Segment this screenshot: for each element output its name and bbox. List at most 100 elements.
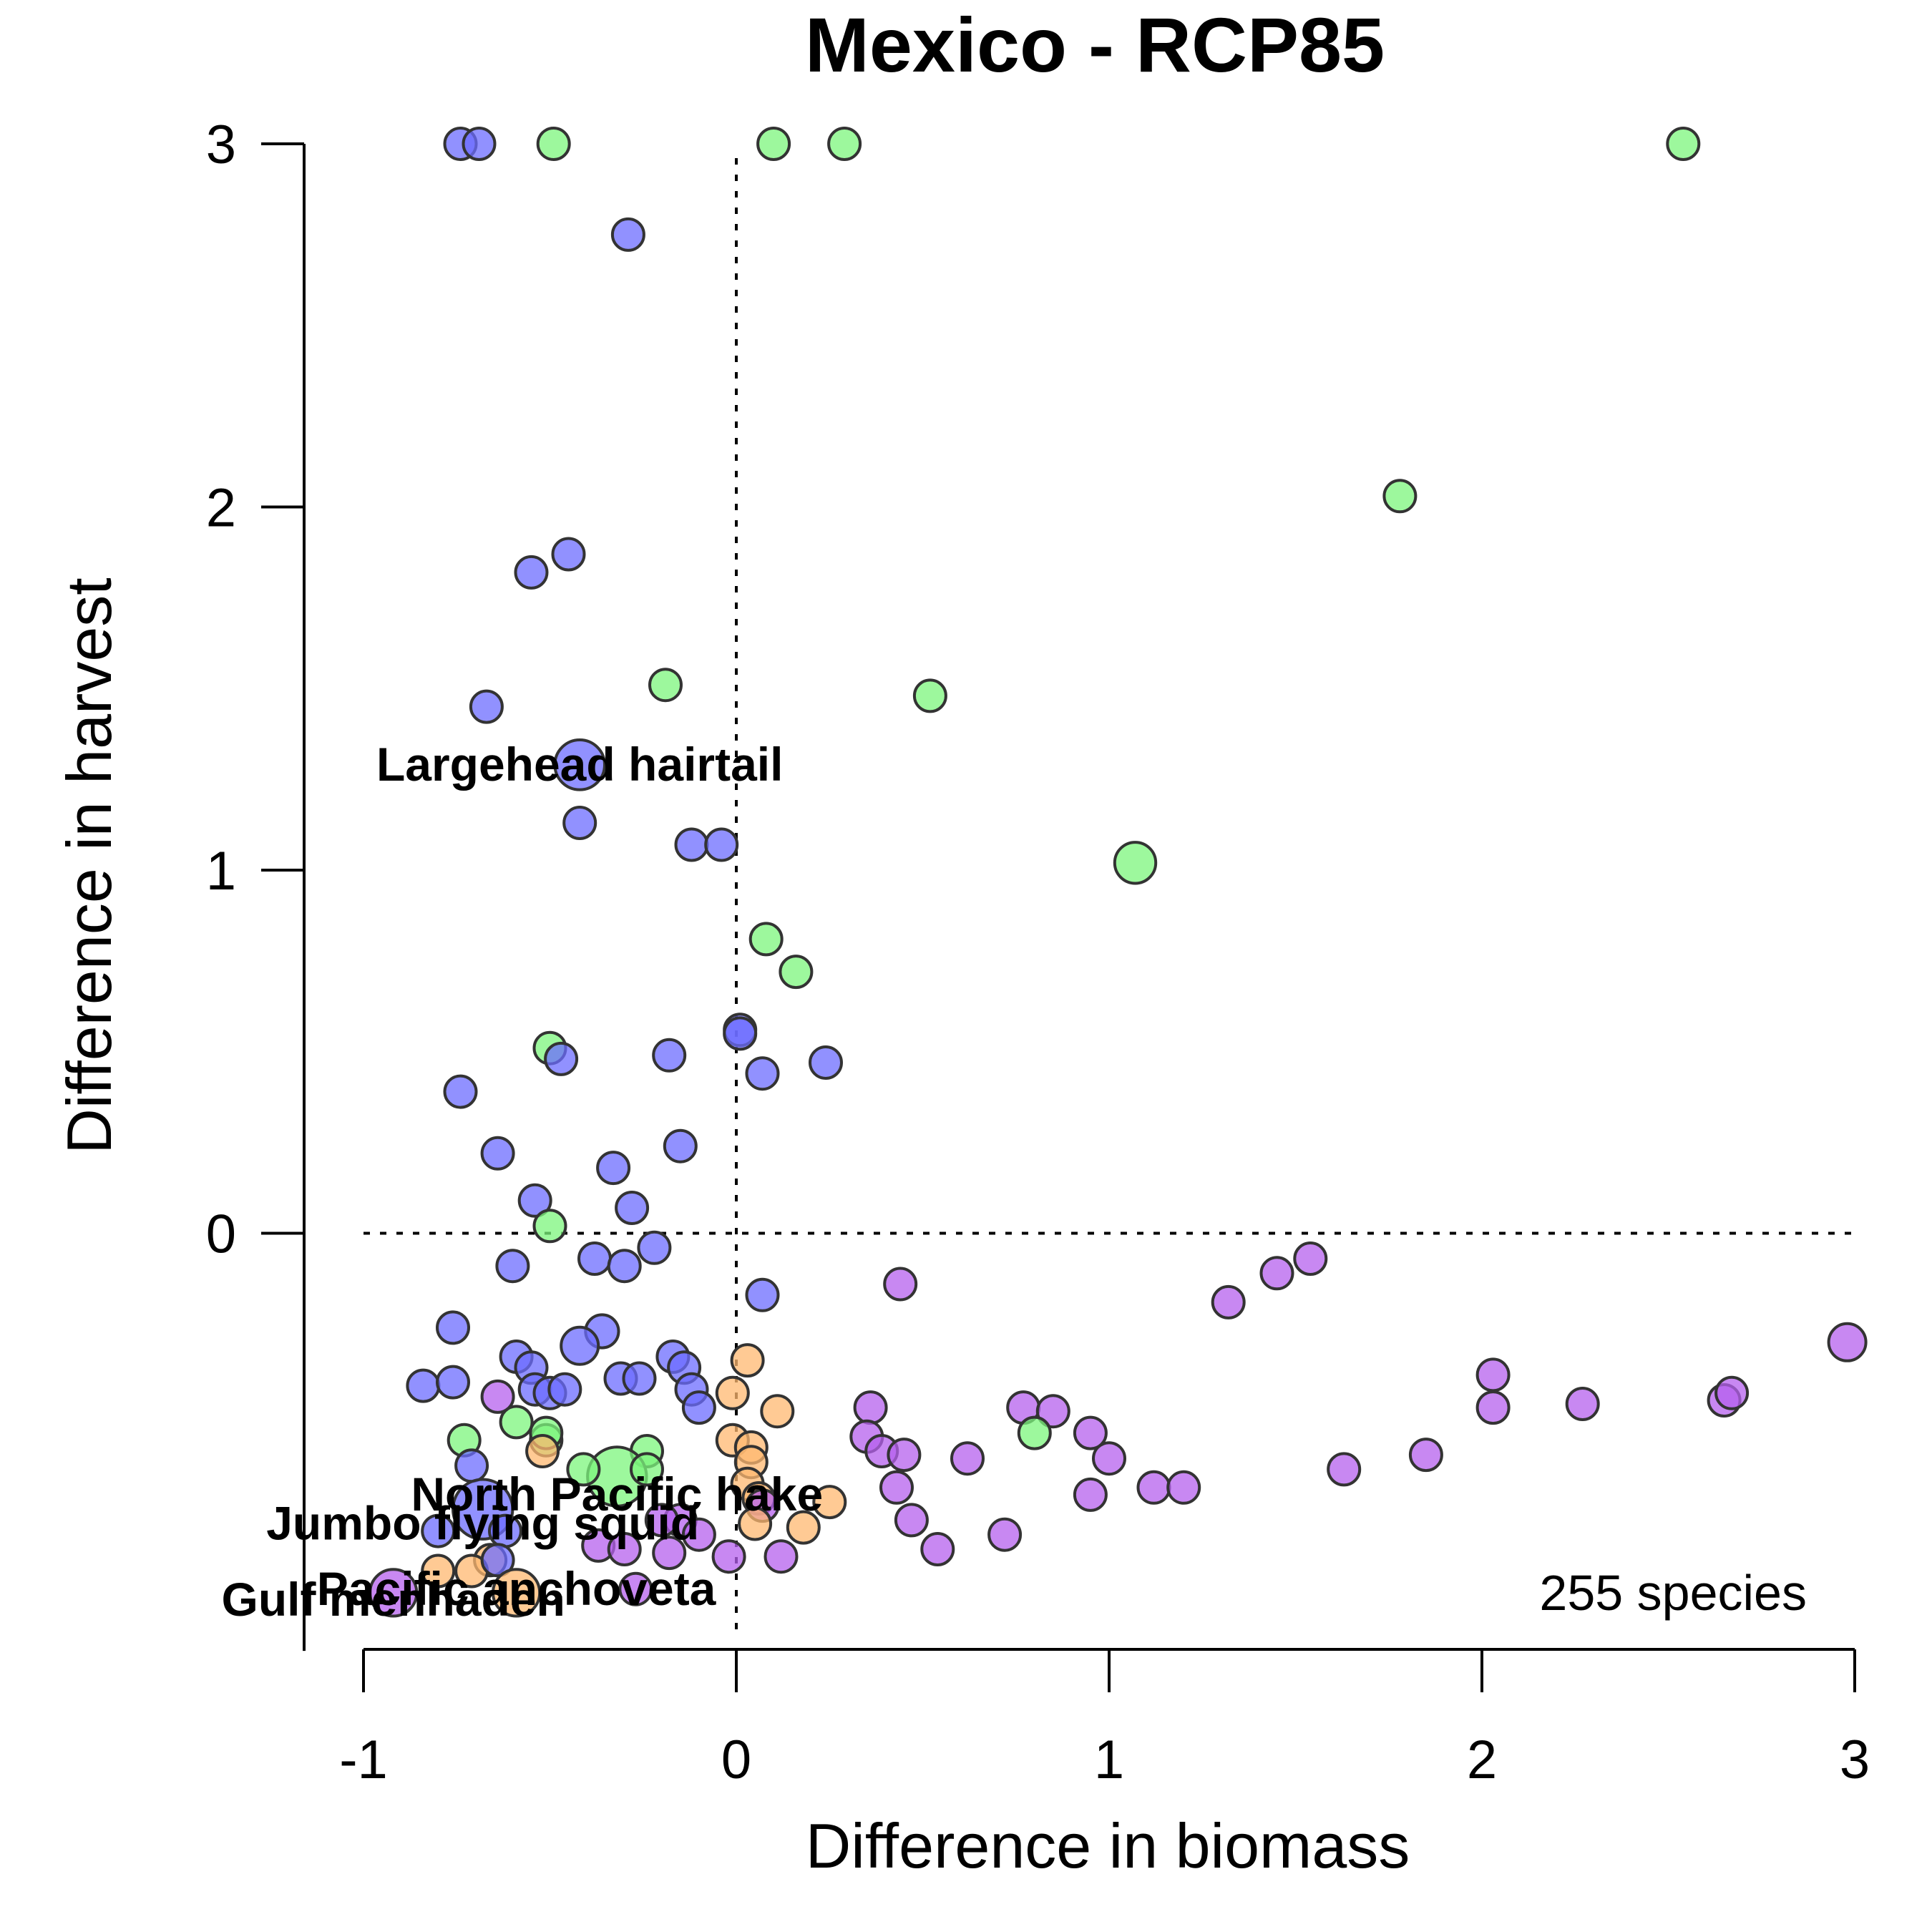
chart-title: Mexico - RCP85: [805, 1, 1385, 88]
data-point: [715, 1375, 750, 1410]
data-point: [499, 1405, 534, 1440]
data-point: [462, 127, 497, 161]
x-axis-label: Difference in biomass: [806, 1810, 1410, 1881]
data-point: [495, 1249, 530, 1284]
data-point: [779, 955, 814, 990]
data-point: [681, 1390, 716, 1425]
data-point: [607, 1532, 642, 1566]
data-point: [1073, 1415, 1108, 1450]
data-point: [1565, 1387, 1600, 1421]
species-count-annotation: 255 species: [1539, 1565, 1807, 1621]
data-point: [879, 1470, 914, 1505]
y-axis-label: Difference in harvest: [54, 577, 125, 1153]
data-point: [1714, 1375, 1750, 1410]
data-point: [894, 1503, 929, 1538]
data-point: [738, 1506, 773, 1541]
data-point: [887, 1438, 922, 1473]
data-point: [544, 1041, 579, 1076]
point-label: Pacific anchoveta: [317, 1562, 717, 1615]
data-point: [1259, 1256, 1294, 1291]
data-point: [562, 806, 597, 840]
data-point: [756, 127, 791, 161]
data-point: [648, 668, 683, 703]
point-label: Gulf menhaden: [222, 1573, 565, 1626]
data-point: [551, 537, 586, 572]
point-label: Jumbo flying squid: [266, 1497, 699, 1550]
data-point: [644, 1503, 679, 1538]
data-point: [553, 738, 607, 791]
data-point: [1475, 1390, 1511, 1425]
data-point: [853, 1390, 888, 1425]
data-point: [610, 217, 645, 252]
point-labels: Largehead hairtail North Pacific hakeJumb…: [222, 738, 824, 1626]
data-point: [652, 1536, 687, 1571]
data-point: [514, 555, 549, 590]
data-point: [480, 1136, 515, 1171]
data-point: [760, 1394, 795, 1429]
data-point: [421, 1513, 456, 1548]
data-point: [517, 1183, 552, 1218]
data-point: [663, 1128, 698, 1163]
data-point: [615, 1191, 650, 1225]
data-point: [987, 1517, 1023, 1552]
data-point: [492, 1568, 542, 1618]
data-point: [1408, 1438, 1443, 1473]
y-axis: 0 1 2 3: [206, 114, 306, 1652]
data-point: [1382, 479, 1418, 514]
data-point: [622, 1361, 657, 1396]
data-point: [630, 1452, 664, 1487]
data-point: [809, 1045, 843, 1080]
point-label: Largehead hairtail: [376, 738, 784, 791]
data-point: [745, 1277, 780, 1312]
data-point: [827, 127, 862, 161]
data-point: [786, 1510, 821, 1545]
data-point: [920, 1532, 955, 1566]
data-point: [704, 827, 739, 862]
data-point: [674, 827, 709, 862]
data-point: [596, 1151, 631, 1186]
data-point: [1475, 1357, 1511, 1392]
data-point: [1211, 1284, 1246, 1319]
data-point: [748, 922, 784, 957]
data-point: [618, 1571, 653, 1606]
data-point: [443, 1074, 478, 1109]
x-tick-label: 1: [1094, 1729, 1124, 1790]
data-point: [607, 1249, 642, 1284]
data-point: [421, 1553, 456, 1589]
reference-lines: [364, 158, 1855, 1630]
data-point: [1092, 1441, 1126, 1476]
data-point: [681, 1517, 716, 1552]
data-point: [566, 1452, 601, 1487]
data-point: [1017, 1415, 1052, 1450]
data-point: [1136, 1470, 1171, 1505]
data-point: [1666, 127, 1701, 161]
data-point: [1293, 1241, 1328, 1276]
y-tick-label: 3: [206, 114, 236, 175]
data-point: [637, 1230, 672, 1265]
y-tick-label: 1: [206, 841, 236, 902]
x-tick-label: 2: [1467, 1729, 1497, 1790]
data-point: [406, 1368, 441, 1403]
data-point: [730, 1343, 765, 1378]
x-tick-label: -1: [339, 1729, 388, 1790]
data-point: [1113, 841, 1158, 885]
data-point: [723, 1016, 758, 1051]
data-point: [469, 689, 504, 724]
data-point: [525, 1434, 560, 1468]
data-point: [480, 1379, 515, 1414]
data-point: [1327, 1452, 1362, 1487]
data-point: [436, 1310, 470, 1345]
y-tick-label: 2: [206, 478, 236, 539]
data-point: [436, 1365, 470, 1400]
x-axis: -1 0 1 2 3: [339, 1648, 1870, 1790]
data-point: [1073, 1477, 1108, 1512]
data-point: [812, 1485, 847, 1520]
data-point: [652, 1038, 687, 1073]
data-point: [547, 1372, 582, 1407]
data-point: [369, 1568, 419, 1618]
x-tick-label: 3: [1840, 1729, 1870, 1790]
data-point: [745, 1056, 780, 1091]
data-point: [532, 1209, 567, 1244]
data-point: [536, 127, 571, 161]
